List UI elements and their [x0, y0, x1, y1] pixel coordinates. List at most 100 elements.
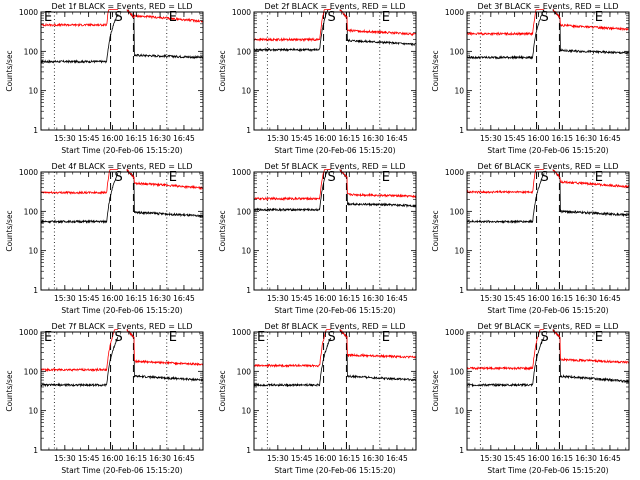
- y-tick-label: 10: [241, 407, 251, 416]
- event-marker-label: E: [169, 330, 177, 345]
- event-marker-label: E: [595, 330, 603, 345]
- x-tick-label: 16:00: [102, 294, 124, 303]
- y-tick-label: 1: [246, 446, 251, 455]
- series-line-events: [253, 169, 331, 212]
- x-tick-label: 16:00: [102, 134, 124, 143]
- x-tick-label: 16:00: [315, 454, 337, 463]
- y-tick-label: 100: [237, 367, 252, 376]
- x-tick-label: 16:30: [149, 294, 171, 303]
- event-marker-label: E: [257, 330, 265, 345]
- x-tick-label: 16:45: [386, 294, 408, 303]
- x-tick-label: 16:00: [315, 134, 337, 143]
- y-tick-label: 1000: [19, 168, 38, 177]
- y-tick-label: 100: [450, 367, 465, 376]
- detector-panel: Det 9f BLACK = Events, RED = LLD Counts/s…: [426, 320, 639, 480]
- x-tick-label: 16:15: [338, 454, 360, 463]
- event-marker-label: E: [44, 10, 52, 25]
- y-tick-label: 1000: [232, 168, 251, 177]
- x-tick-label: 16:30: [575, 294, 597, 303]
- series-line-lld: [339, 329, 416, 359]
- x-tick-label: 15:30: [54, 134, 76, 143]
- chart-svg: Det 3f BLACK = Events, RED = LLD Counts/s…: [431, 2, 630, 155]
- series-line-lld: [552, 169, 629, 189]
- x-tick-label: 15:30: [267, 134, 289, 143]
- plot-frame: [466, 331, 630, 451]
- x-tick-label: 16:15: [125, 454, 147, 463]
- x-tick-label: 15:30: [480, 134, 502, 143]
- x-tick-label: 16:15: [551, 454, 573, 463]
- y-tick-label: 1: [246, 126, 251, 135]
- y-tick-label: 1: [33, 286, 38, 295]
- event-marker-label: E: [595, 170, 603, 185]
- y-tick-label: 1: [459, 446, 464, 455]
- chart-svg: Det 8f BLACK = Events, RED = LLD Counts/s…: [218, 322, 417, 475]
- x-tick-label: 16:15: [338, 294, 360, 303]
- x-tick-label: 16:15: [125, 134, 147, 143]
- x-tick-label: 16:45: [386, 454, 408, 463]
- series-line-events: [40, 173, 119, 225]
- y-tick-label: 10: [454, 407, 464, 416]
- detector-panel: Det 3f BLACK = Events, RED = LLD Counts/s…: [426, 0, 639, 160]
- x-axis-label: Start Time (20-Feb-06 15:15:20): [61, 306, 182, 315]
- plot-frame: [40, 171, 204, 291]
- x-tick-label: 15:45: [504, 454, 526, 463]
- chart-title: Det 2f BLACK = Events, RED = LLD: [264, 2, 405, 11]
- y-tick-label: 1: [459, 286, 464, 295]
- event-marker-label: S: [327, 330, 335, 345]
- x-tick-label: 15:45: [291, 134, 313, 143]
- x-tick-label: 16:15: [551, 294, 573, 303]
- y-tick-label: 10: [241, 87, 251, 96]
- chart-title: Det 7f BLACK = Events, RED = LLD: [51, 322, 192, 331]
- x-axis-label: Start Time (20-Feb-06 15:15:20): [487, 146, 608, 155]
- event-marker-label: E: [44, 330, 52, 345]
- series-line-lld: [339, 9, 416, 37]
- y-tick-label: 10: [241, 247, 251, 256]
- y-tick-label: 10: [454, 247, 464, 256]
- y-tick-label: 1000: [19, 8, 38, 17]
- chart-svg: Det 5f BLACK = Events, RED = LLD Counts/s…: [218, 162, 417, 315]
- x-tick-label: 16:00: [528, 454, 550, 463]
- y-tick-label: 1000: [445, 168, 464, 177]
- x-axis-label: Start Time (20-Feb-06 15:15:20): [61, 146, 182, 155]
- x-tick-label: 15:45: [78, 294, 100, 303]
- series-line-events: [40, 337, 119, 388]
- event-marker-label: E: [382, 330, 390, 345]
- event-marker-label: S: [327, 10, 335, 25]
- y-axis-label: Counts/sec: [5, 50, 14, 91]
- series-line-lld: [126, 328, 203, 367]
- series-line-lld: [467, 9, 544, 37]
- chart-title: Det 8f BLACK = Events, RED = LLD: [264, 322, 405, 331]
- y-tick-label: 1: [33, 126, 38, 135]
- series-line-events: [339, 168, 416, 208]
- y-tick-label: 1000: [232, 8, 251, 17]
- plot-frame: [253, 11, 417, 131]
- chart-svg: Det 6f BLACK = Events, RED = LLD Counts/s…: [431, 162, 630, 315]
- event-marker-label: S: [327, 170, 335, 185]
- x-axis-label: Start Time (20-Feb-06 15:15:20): [487, 466, 608, 475]
- event-marker-label: E: [382, 170, 390, 185]
- x-tick-label: 16:45: [173, 294, 195, 303]
- x-tick-label: 16:15: [551, 134, 573, 143]
- detector-panel: Det 8f BLACK = Events, RED = LLD Counts/s…: [213, 320, 426, 480]
- x-tick-label: 16:00: [528, 294, 550, 303]
- detector-panel: Det 5f BLACK = Events, RED = LLD Counts/s…: [213, 160, 426, 320]
- series-line-events: [552, 169, 629, 218]
- x-tick-label: 15:30: [267, 294, 289, 303]
- x-axis-label: Start Time (20-Feb-06 15:15:20): [61, 466, 182, 475]
- chart-title: Det 6f BLACK = Events, RED = LLD: [477, 162, 618, 171]
- x-tick-label: 15:45: [291, 454, 313, 463]
- x-tick-label: 15:30: [54, 294, 76, 303]
- x-tick-label: 16:45: [599, 294, 621, 303]
- y-axis-label: Counts/sec: [431, 370, 440, 411]
- detector-panel: Det 7f BLACK = Events, RED = LLD Counts/s…: [0, 320, 213, 480]
- x-axis-label: Start Time (20-Feb-06 15:15:20): [487, 306, 608, 315]
- x-tick-label: 16:15: [125, 294, 147, 303]
- y-tick-label: 10: [454, 87, 464, 96]
- detector-panel: Det 1f BLACK = Events, RED = LLD Counts/s…: [0, 0, 213, 160]
- x-tick-label: 15:45: [78, 134, 100, 143]
- y-tick-label: 1000: [19, 328, 38, 337]
- x-tick-label: 15:30: [480, 294, 502, 303]
- y-axis-label: Counts/sec: [5, 210, 14, 251]
- y-tick-label: 10: [28, 87, 38, 96]
